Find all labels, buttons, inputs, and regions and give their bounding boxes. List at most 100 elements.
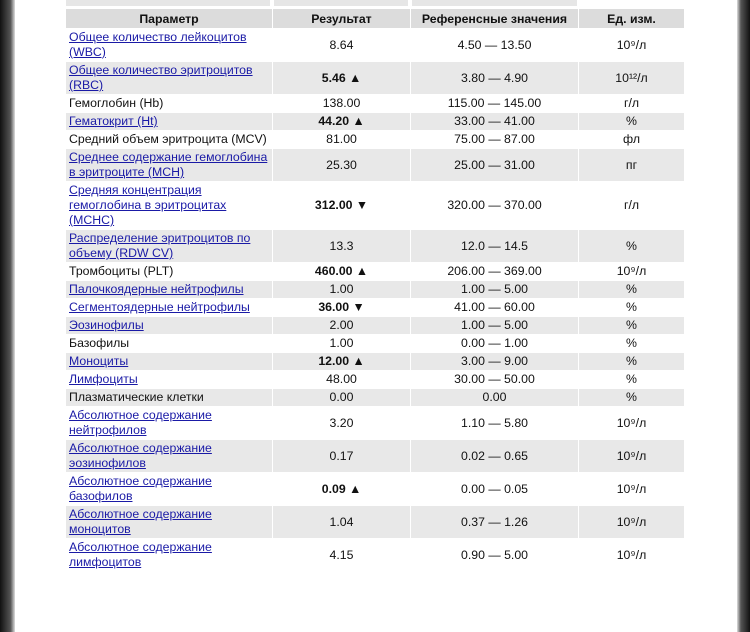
parameter-link[interactable]: Эозинофилы [69,318,144,332]
result-cell: 3.20 [329,415,354,430]
result-cell: 1.04 [273,506,410,538]
reference-cell: 33.00 — 41.00 [411,113,578,130]
parameter-link[interactable]: Общее количество лейкоцитов (WBC) [69,30,247,59]
reference-cell: 1.10 — 5.80 [461,415,528,430]
table-row: Лимфоциты 48.00 30.00 — 50.00% [66,371,684,388]
reference-cell: 0.00 — 0.05 [461,481,528,496]
parameter-link[interactable]: Средняя концентрация гемоглобина в эритр… [69,183,227,227]
parameter-cell: Тромбоциты (PLT) [66,263,272,280]
reference-cell: 0.02 — 0.65 [411,440,578,472]
parameter-link[interactable]: Абсолютное содержание эозинофилов [69,441,212,470]
unit-cell: 10⁹/л [579,440,684,472]
result-cell: 12.00 ▲ [273,353,410,370]
result-cell: 5.46 ▲ [273,62,410,94]
reference-cell: 25.00 — 31.00 [411,149,578,181]
parameter-link[interactable]: Распределение эритроцитов по объему (RDW… [69,231,251,260]
table-row: Абсолютное содержание моноцитов 1.04 0.37 … [66,506,684,538]
unit-cell: % [579,230,684,262]
result-cell: 1.00 [329,336,354,350]
reference-cell: 0.00 [411,389,578,406]
reference-cell: 4.50 — 13.50 [457,37,532,52]
table-row: Общее количество эритроцитов (RBC) 5.46 ▲… [66,62,684,94]
reference-cell: 3.00 — 9.00 [411,353,578,370]
table-row: Моноциты 12.00 ▲ 3.00 — 9.00% [66,353,684,370]
reference-cell: 0.90 — 5.00 [461,547,528,562]
result-cell: 0.09 ▲ [321,481,362,496]
table-row: Средний объем эритроцита (MCV) 81.00 75.00… [66,131,684,148]
unit-cell: 10⁹/л [616,481,647,496]
parameter-link[interactable]: Абсолютное содержание базофилов [69,474,212,503]
column-header: Ед. изм. [579,9,684,28]
table-row: Абсолютное содержание базофилов 0.09 ▲ 0.0… [66,473,684,505]
result-cell: 460.00 ▲ [314,264,369,278]
unit-cell: % [626,300,637,314]
column-header: Результат [273,9,410,28]
unit-cell: % [579,281,684,298]
unit-cell: % [626,372,637,386]
result-cell: 1.00 [273,281,410,298]
table-row: Абсолютное содержание нейтрофилов 3.20 1.1… [66,407,684,439]
unit-cell: % [579,389,684,406]
reference-cell: 115.00 — 145.00 [447,96,542,110]
table-row: Плазматические клетки 0.00 0.00% [66,389,684,406]
unit-cell: 10⁹/л [616,547,647,562]
parameter-link[interactable]: Абсолютное содержание нейтрофилов [69,408,212,437]
parameter-link[interactable]: Палочкоядерные нейтрофилы [69,282,244,296]
unit-cell: г/л [623,96,640,110]
result-cell: 312.00 ▼ [314,198,369,212]
parameter-cell: Средний объем эритроцита (MCV) [66,131,272,148]
parameter-name: Плазматические клетки [69,390,204,404]
reference-cell: 75.00 — 87.00 [454,132,535,146]
table-row: Сегментоядерные нейтрофилы 36.00 ▼ 41.00 —… [66,299,684,316]
unit-cell: 10¹²/л [579,62,684,94]
unit-cell: фл [622,132,641,146]
parameter-link[interactable]: Гематокрит (Ht) [69,114,158,128]
header-row: Параметр Результат Референсные значения Ед.… [66,9,684,28]
unit-cell: 10⁹/л [616,37,647,52]
table-row: Базофилы 1.00 0.00 — 1.00% [66,335,684,352]
unit-cell: % [579,317,684,334]
reference-cell: 320.00 — 370.00 [447,198,542,212]
parameter-cell: Средняя концентрация гемоглобина в эритр… [66,182,272,229]
result-cell: 0.00 [273,389,410,406]
parameter-link[interactable]: Сегментоядерные нейтрофилы [69,300,250,314]
table-row: Палочкоядерные нейтрофилы 1.00 1.00 — 5.00… [66,281,684,298]
parameter-cell: Общее количество лейкоцитов (WBC) [66,29,272,61]
column-header: Параметр [66,9,272,28]
reference-cell: 206.00 — 369.00 [447,264,542,278]
reference-cell: 41.00 — 60.00 [454,300,535,314]
result-cell: 2.00 [273,317,410,334]
parameter-link[interactable]: Моноциты [69,354,129,368]
table-row: Гемоглобин (Hb) 138.00 115.00 — 145.00 г/л [66,95,684,112]
cut-row [66,0,270,6]
parameter-cell: Плазматические клетки [66,389,272,406]
parameter-cell: Лимфоциты [66,371,272,388]
cut-row [412,0,577,6]
table-row: Тромбоциты (PLT) 460.00 ▲ 206.00 — 369.00 1… [66,263,684,280]
reference-cell: 1.00 — 5.00 [411,281,578,298]
result-cell: 138.00 [322,96,361,110]
table-body: Общее количество лейкоцитов (WBC) 8.64 4.5… [66,29,684,571]
parameter-cell: Базофилы [66,335,272,352]
reference-cell: 12.0 — 14.5 [411,230,578,262]
unit-cell: 10⁹/л [616,264,647,278]
parameter-name: Базофилы [69,336,130,350]
parameter-link[interactable]: Лимфоциты [69,372,138,386]
result-cell: 0.17 [273,440,410,472]
unit-cell: 10⁹/л [579,506,684,538]
unit-cell: 10⁹/л [616,415,647,430]
parameter-link[interactable]: Абсолютное содержание моноцитов [69,507,212,536]
parameter-cell: Абсолютное содержание базофилов [66,473,272,505]
table-row: Абсолютное содержание эозинофилов 0.17 0.0… [66,440,684,472]
parameter-link[interactable]: Абсолютное содержание лимфоцитов [69,540,212,569]
parameter-name: Средний объем эритроцита (MCV) [69,132,267,146]
parameter-cell: Моноциты [66,353,272,370]
cut-row [274,0,408,6]
parameter-cell: Гемоглобин (Hb) [66,95,272,112]
parameter-link[interactable]: Среднее содержание гемоглобина в эритроц… [69,150,268,179]
parameter-cell: Палочкоядерные нейтрофилы [66,281,272,298]
parameter-cell: Распределение эритроцитов по объему (RDW… [66,230,272,262]
table-row: Средняя концентрация гемоглобина в эритр… [66,182,684,229]
parameter-link[interactable]: Общее количество эритроцитов (RBC) [69,63,253,92]
